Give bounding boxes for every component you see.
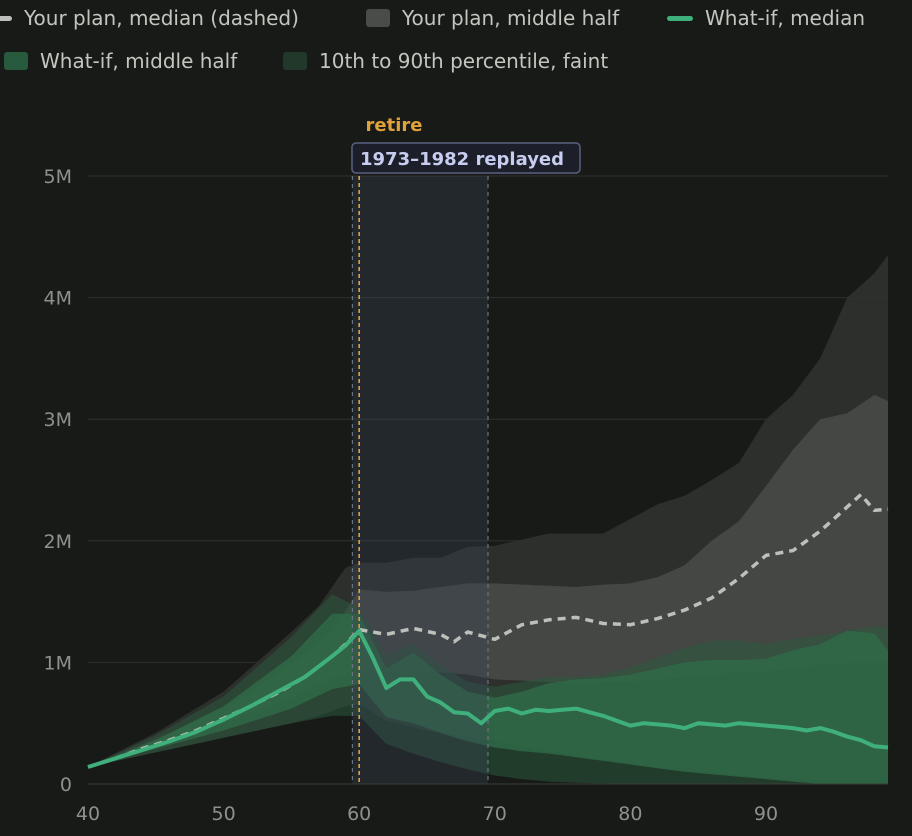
legend-item-percentile-band[interactable]: 10th to 90th percentile, faint: [283, 49, 608, 73]
legend-label-plan-median: Your plan, median (dashed): [24, 6, 299, 30]
replay-label: 1973–1982 replayed: [360, 149, 564, 170]
legend-item-whatif-middle-half[interactable]: What-if, middle half: [4, 49, 237, 73]
replay-label-box: [351, 142, 581, 174]
legend-swatch-plan-median: [0, 15, 12, 21]
x-tick-label: 80: [618, 803, 642, 825]
x-tick-label: 70: [483, 803, 507, 825]
x-tick-label: 90: [754, 803, 778, 825]
replay-window-shade: [352, 176, 488, 784]
y-tick-label: 5M: [44, 166, 72, 188]
legend-swatch-plan-middle-half: [366, 9, 390, 27]
legend-swatch-whatif-middle-half: [4, 52, 28, 70]
y-tick-label: 2M: [44, 531, 72, 553]
y-tick-label: 1M: [44, 652, 72, 674]
y-tick-label: 0: [60, 774, 72, 796]
legend-label-percentile-band: 10th to 90th percentile, faint: [319, 49, 609, 73]
legend-item-plan-middle-half[interactable]: Your plan, middle half: [366, 6, 619, 30]
lines: [87, 492, 889, 769]
overlay: [351, 176, 489, 784]
x-tick-label: 50: [211, 803, 235, 825]
y-tick-label: 4M: [44, 288, 72, 310]
legend-label-whatif-median: What-if, median: [705, 6, 866, 30]
legend-swatch-percentile-band: [283, 52, 307, 70]
legend-swatch-whatif-median: [667, 15, 693, 21]
axes: 0 1M 2M 3M 4M 5M 40 50 60 70 80 90: [44, 166, 888, 825]
legend-label-whatif-middle-half: What-if, middle half: [40, 49, 238, 73]
series-line-whatif-median: [87, 628, 889, 769]
annotations: retire 1973–1982 replayed: [351, 115, 581, 174]
legend-item-whatif-median[interactable]: What-if, median: [667, 6, 865, 30]
retire-label: retire: [366, 115, 423, 136]
legend: Your plan, median (dashed) Your plan, mi…: [0, 0, 912, 80]
legend-item-plan-median[interactable]: Your plan, median (dashed): [0, 6, 299, 30]
legend-label-plan-middle-half: Your plan, middle half: [402, 6, 620, 30]
x-tick-label: 60: [347, 803, 371, 825]
x-tick-label: 40: [76, 803, 100, 825]
y-tick-label: 3M: [44, 409, 72, 431]
